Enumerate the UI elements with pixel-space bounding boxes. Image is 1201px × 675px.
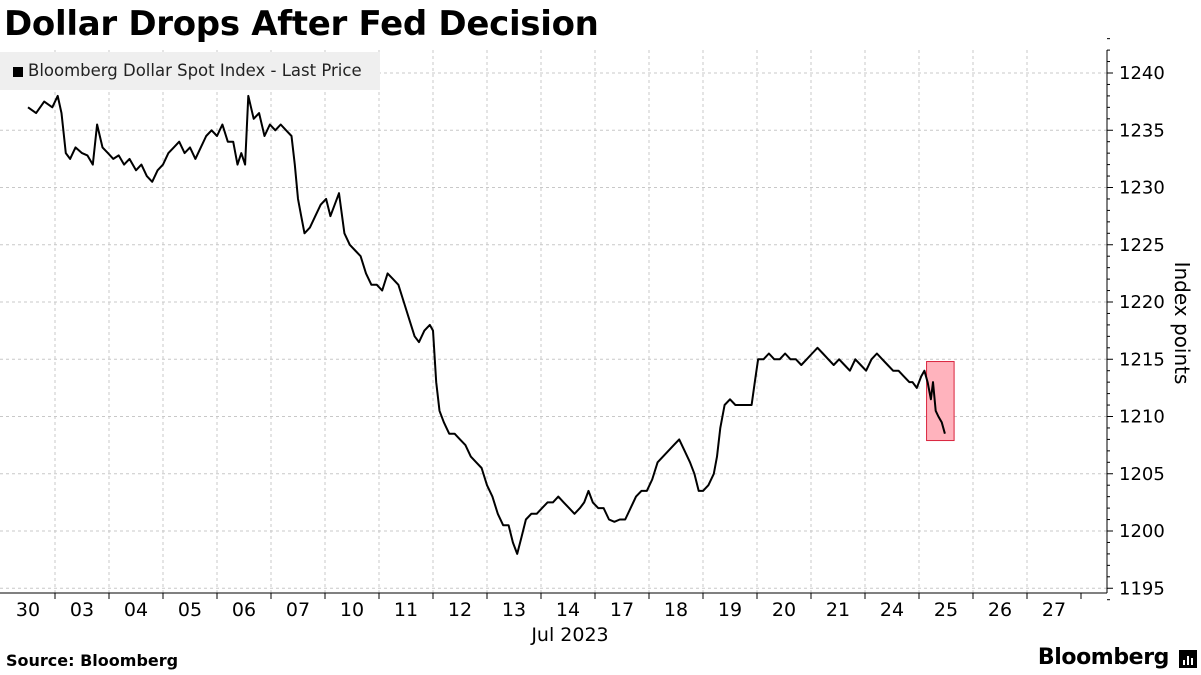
x-tick-label: 10 (340, 599, 364, 621)
y-tick-label: 1225 (1119, 235, 1165, 256)
x-tick-label: 21 (826, 599, 850, 621)
series-line (27, 94, 946, 555)
x-tick-label: 12 (448, 599, 472, 621)
chart-title: Dollar Drops After Fed Decision (4, 4, 599, 44)
x-tick-label: 17 (610, 599, 634, 621)
y-tick-label: 1205 (1119, 464, 1165, 485)
x-tick-label: 18 (664, 599, 688, 621)
x-tick-label: 25 (934, 599, 958, 621)
x-tick-label: 20 (772, 599, 796, 621)
bloomberg-logo: Bloomberg (1037, 645, 1170, 670)
x-tick-label: 04 (124, 599, 148, 621)
source-note: Source: Bloomberg (6, 651, 179, 670)
y-tick-label: 1220 (1119, 292, 1165, 313)
y-tick-label: 1200 (1119, 521, 1165, 542)
bloomberg-chart-icon (1179, 650, 1197, 668)
y-tick-label: 1210 (1119, 407, 1165, 428)
x-tick-label: 19 (718, 599, 742, 621)
x-tick-label: 30 (16, 599, 40, 621)
x-tick-label: 06 (232, 599, 256, 621)
x-axis-month-label: Jul 2023 (530, 624, 608, 646)
fed-decision-highlight (926, 361, 955, 442)
y-tick-label: 1195 (1119, 578, 1165, 599)
x-tick-label: 14 (556, 599, 580, 621)
x-tick-label: 05 (178, 599, 202, 621)
x-tick-label: 24 (880, 599, 904, 621)
y-axis: 1195 1200 1205 1210 1215 1220 1225 1230 1235 1240 (1106, 38, 1165, 601)
x-tick-label: 26 (988, 599, 1012, 621)
y-axis-label: Index points (1170, 262, 1194, 385)
legend-swatch (13, 67, 23, 77)
gridlines (0, 50, 1107, 593)
y-tick-label: 1235 (1119, 120, 1165, 141)
x-tick-label: 03 (70, 599, 94, 621)
legend: Bloomberg Dollar Spot Index - Last Price (0, 52, 380, 90)
y-tick-label: 1230 (1119, 178, 1165, 199)
legend-label: Bloomberg Dollar Spot Index - Last Price (28, 61, 362, 80)
x-axis: 30 03 04 05 06 07 10 11 12 13 14 17 18 19 20 21 24 25 26 27 (0, 592, 1107, 621)
x-tick-label: 27 (1042, 599, 1066, 621)
y-tick-label: 1215 (1119, 349, 1165, 370)
x-tick-label: 07 (286, 599, 310, 621)
series-line-path (27, 94, 946, 555)
y-tick-label: 1240 (1119, 63, 1165, 84)
highlight-box (926, 361, 955, 442)
x-tick-label: 11 (394, 599, 418, 621)
x-tick-label: 13 (502, 599, 526, 621)
